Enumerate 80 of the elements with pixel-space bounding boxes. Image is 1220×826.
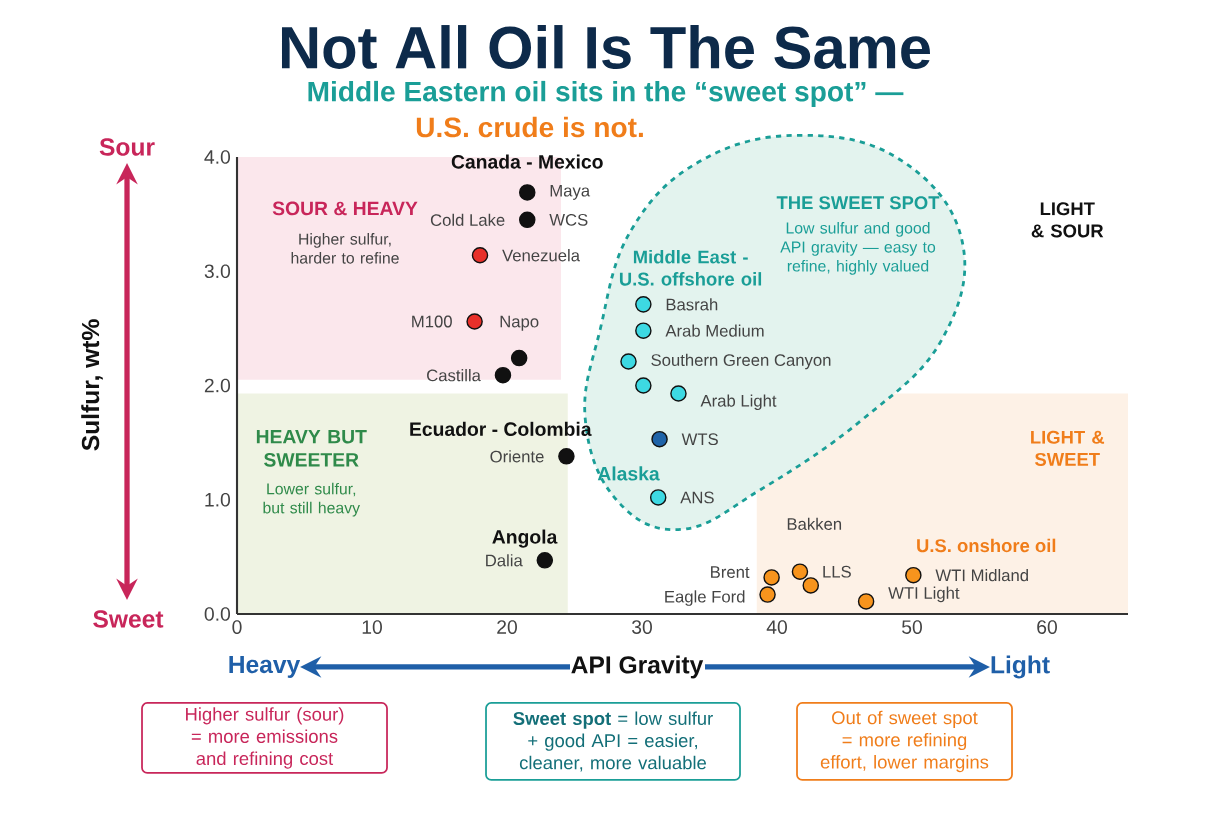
point [649,489,667,506]
chart-subtitle: Middle Eastern oil sits in the “sweet spot” — [308,80,904,108]
point [905,566,922,584]
text: Light [991,655,1050,679]
x-tick-label: 40 [766,620,787,634]
point [466,313,483,330]
point [651,430,668,448]
annotation: Higher sulfur, harder to refine [291,233,399,264]
point [791,563,809,580]
data-label: WCS [549,213,588,226]
text: Sour [99,138,155,156]
data-label: Eagle Ford [665,590,745,606]
point [635,322,652,339]
annotation: HEAVY BUT SWEETER [256,430,367,467]
data-label: LLS [823,565,851,578]
data-label: Castilla [427,369,481,382]
point [620,353,637,370]
data-label: Bakken [787,517,842,531]
x-tick-label: 10 [362,620,382,634]
y-tick-label: 1.0 [205,492,231,507]
text: Higher sulfur (sour) = more emissions and refining cost [186,707,344,769]
annotation: Angola [492,529,558,548]
annotation: U.S. onshore oil [917,538,1056,553]
point [635,296,652,313]
annotation: THE SWEET SPOT [776,196,940,210]
annotation: Canada - Mexico [451,154,603,169]
text: U.S. crude is not. [416,116,643,138]
point [670,385,687,402]
data-label: Maya [550,184,591,200]
annotation: Low sulfur and good API gravity — easy to refine, highly valued [780,222,936,275]
annotation: Middle East - U.S. offshore oil [619,249,762,286]
annotation: LIGHT & SOUR [1031,202,1104,238]
data-label: Southern Green Canyon [651,353,831,370]
text: Sweet [93,610,164,628]
point [558,448,575,465]
text: Heavy [229,655,301,678]
x-tick-label: 0 [232,620,242,634]
data-label: WTI Light [888,586,960,603]
text: Sweet spot = low sulfur + good API = easier, cleaner, more valuable [513,711,713,772]
text: Out of sweet spot = more refining effort, lower margins [820,710,989,773]
annotation: Ecuador - Colombia [410,421,592,436]
point [518,211,536,229]
x-axis-title: API Gravity [571,655,704,679]
point [536,552,554,569]
data-label: Venezuela [502,249,580,262]
data-label: Dalia [486,554,523,567]
point [510,349,528,367]
x-tick-label: 50 [902,620,922,634]
chart-title: Not All Oil Is The Same [281,25,931,69]
data-label: Basrah [666,298,718,311]
point [518,184,536,201]
annotation: Lower sulfur, but still heavy [263,482,360,517]
x-tick-label: 20 [497,620,517,634]
point [635,377,652,394]
data-label: Oriente [490,450,544,463]
point [471,246,489,264]
y-tick-label: 2.0 [204,378,231,393]
data-label: WTS [681,433,718,446]
data-label: Arab Light [700,394,777,411]
y-tick-label: 3.0 [204,264,231,279]
data-label: Brent [711,566,750,578]
y-tick-label: 0.0 [204,607,231,621]
y-tick-label: 4.0 [204,150,231,164]
annotation: SOUR & HEAVY [272,201,418,216]
annotation: Cold Lake [430,213,505,226]
point [759,586,776,603]
data-label: WTI Midland [935,569,1028,582]
data-label: Arab Medium [665,324,764,337]
x-tick-label: 60 [1037,620,1057,634]
point [802,577,820,594]
x-tick-label: 30 [632,620,652,634]
y-axis-title: Sulfur, wt% [81,319,103,451]
point [494,366,512,384]
point [763,569,780,586]
point [857,593,875,610]
data-label: ANS [680,491,714,504]
data-label: Napo [500,315,539,331]
data-label: M100 [412,315,452,328]
annotation: Alaska [597,466,660,481]
annotation: LIGHT & SWEET [1031,430,1105,466]
